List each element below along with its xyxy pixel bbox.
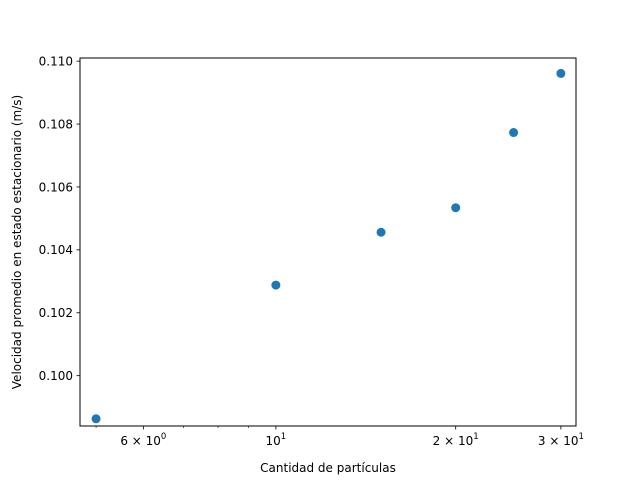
- x-tick-label-base: 6 × 10: [120, 434, 161, 448]
- x-tick-label: 101: [266, 432, 287, 448]
- x-tick-label: 2 × 101: [433, 432, 479, 448]
- data-point: [509, 128, 519, 138]
- x-tick-label-exponent: 1: [578, 432, 583, 442]
- x-axis-label: Cantidad de partículas: [260, 461, 396, 475]
- x-tick-label: 6 × 100: [120, 432, 166, 448]
- x-tick-label-base: 3 × 10: [538, 434, 579, 448]
- y-tick-label: 0.100: [39, 369, 73, 383]
- x-tick-label-exponent: 1: [281, 432, 286, 442]
- y-axis-label: Velocidad promedio en estado estacionari…: [10, 95, 24, 389]
- data-point: [271, 280, 281, 290]
- y-tick-label: 0.104: [39, 243, 73, 257]
- y-tick-label: 0.106: [39, 180, 73, 194]
- y-tick-label: 0.102: [39, 306, 73, 320]
- plot-frame: [79, 57, 577, 427]
- data-point: [376, 227, 386, 237]
- data-point: [91, 414, 101, 424]
- y-tick-label: 0.110: [39, 54, 73, 68]
- x-tick-label-base: 2 × 10: [433, 434, 474, 448]
- axis-ticks: 6 × 100 101 2 × 101 3 × 1010.1000.1020.1040…: [39, 54, 584, 448]
- y-tick-label: 0.108: [39, 117, 73, 131]
- x-tick-label-base: 10: [266, 434, 281, 448]
- x-tick-label: 3 × 101: [538, 432, 584, 448]
- data-point: [556, 68, 566, 78]
- data-points: [91, 68, 566, 424]
- data-point: [451, 203, 461, 213]
- x-tick-label-exponent: 0: [161, 432, 166, 442]
- x-tick-label-exponent: 1: [473, 432, 478, 442]
